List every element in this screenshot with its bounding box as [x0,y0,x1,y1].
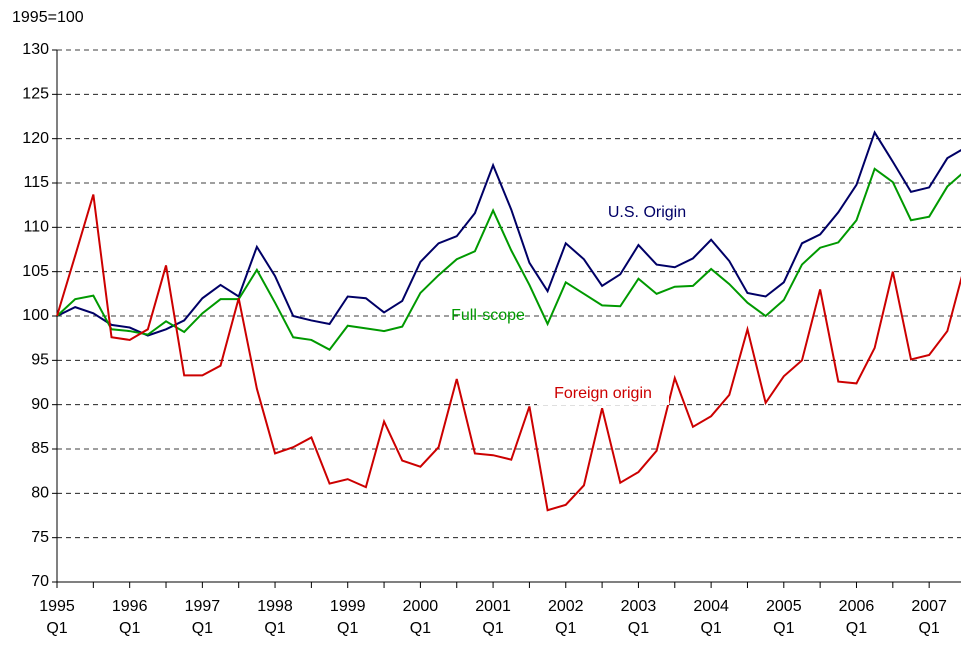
x-tick-label: 2000 Q1 [402,598,439,637]
label-bg [537,383,669,405]
x-tick-label: 1995 Q1 [39,598,75,637]
series-label: U.S. Origin [608,204,686,221]
series-label: Full-scope [451,307,525,324]
y-tick-label: 95 [31,352,49,369]
y-axis-label: 1995=100 [12,9,84,26]
series-label: Foreign origin [554,385,652,402]
x-tick-label: 1996 Q1 [111,598,148,637]
x-tick-label: 2007 Q1 [911,598,947,637]
series-line [56,194,961,512]
x-tick-label: 1998 Q1 [257,598,293,637]
x-tick-label: 1997 Q1 [184,598,221,637]
y-tick-label: 125 [22,86,49,103]
series-line [56,130,961,337]
x-tick-label: 2001 Q1 [475,598,511,637]
y-tick-label: 120 [22,130,49,147]
x-tick-label: 2002 Q1 [547,598,584,637]
x-tick-label: 2004 Q1 [693,598,729,637]
y-tick-label: 70 [31,573,49,590]
y-tick-label: 75 [31,529,49,546]
y-tick-label: 115 [23,174,49,191]
x-tick-label: 2006 Q1 [838,598,875,637]
y-tick-label: 105 [22,263,49,280]
y-tick-label: 110 [23,219,49,236]
y-tick-label: 100 [22,307,49,324]
y-tick-label: 90 [31,396,49,413]
y-tick-label: 80 [31,485,49,502]
x-tick-label: 2003 Q1 [620,598,657,637]
y-tick-label: 85 [31,440,49,457]
x-tick-label: 1999 Q1 [329,598,366,637]
y-tick-label: 130 [22,41,49,58]
x-tick-label: 2005 Q1 [766,598,802,637]
series-line [56,167,961,351]
